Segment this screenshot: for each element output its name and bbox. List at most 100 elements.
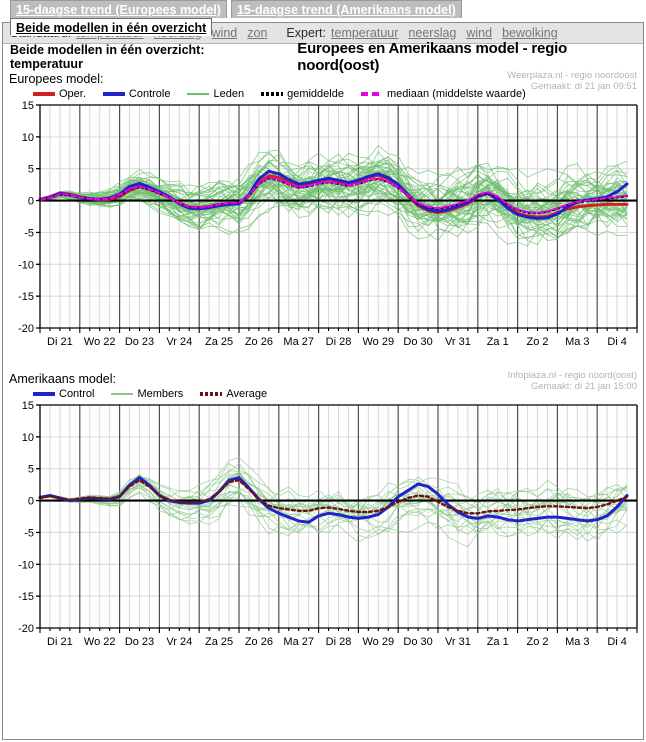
legend-label: Control: [59, 388, 95, 401]
y-tick-label: 0: [28, 496, 34, 508]
nav-standaard-wind[interactable]: wind: [211, 26, 238, 40]
page-subtitle: Beide modellen in één overzicht: tempera…: [10, 43, 205, 71]
legend-label: gemiddelde: [287, 88, 344, 101]
series-mediaan-middelste-waarde: [38, 176, 629, 214]
nav-expert-neerslag[interactable]: neerslag: [408, 26, 457, 40]
x-tick-label: Ma 27: [283, 336, 314, 348]
legend-swatch-icon: [102, 89, 125, 99]
y-tick-label: 0: [28, 196, 34, 208]
x-tick-label: Di 21: [47, 636, 73, 648]
x-tick-label: Do 23: [125, 336, 154, 348]
data-series: [38, 476, 629, 524]
x-tick-label: Vr 31: [445, 636, 471, 648]
legend-label: Members: [137, 388, 184, 401]
legend-item-leden: Leden: [187, 88, 244, 100]
content-frame: Standaard:temperatuurneerslagwindzonExpe…: [2, 22, 644, 740]
x-tick-label: Do 23: [125, 636, 154, 648]
nav-expert-bewolking[interactable]: bewolking: [502, 26, 558, 40]
x-tick-label: Zo 2: [526, 336, 548, 348]
series-average: [38, 479, 629, 515]
legend-swatch-icon: [33, 89, 55, 99]
chart-amerikaans-watermark: Infoplaza.nl - regio noord(oost) Gemaakt…: [508, 370, 637, 392]
title-row: Beide modellen in één overzicht: tempera…: [3, 40, 643, 74]
chart-europees-legend: Oper. Controle Leden gemiddelde mediaan (mid…: [33, 88, 543, 100]
x-tick-label: Di 4: [607, 336, 627, 348]
legend-item-control: Control: [33, 388, 94, 400]
x-tick-label: Di 4: [607, 636, 627, 648]
chart-europees-watermark: Weerplaza.nl - regio noordoost Gemaakt: …: [507, 70, 637, 92]
tab-beide-modellen[interactable]: Beide modellen in één overzicht: [10, 18, 213, 36]
x-tick-label: Ma 3: [565, 636, 589, 648]
y-tick-label: -20: [18, 323, 34, 335]
nav-expert-wind[interactable]: wind: [466, 26, 493, 40]
legend-swatch-icon: [360, 89, 383, 99]
legend-swatch-icon: [187, 89, 210, 99]
x-tick-label: Wo 22: [84, 636, 116, 648]
legend-swatch-icon: [200, 389, 223, 399]
watermark-source: Weerplaza.nl - regio noordoost: [507, 70, 637, 81]
legend-swatch-icon: [33, 389, 55, 399]
chart-europees: Europees model: Weerplaza.nl - regio noo…: [3, 70, 643, 370]
tab-bar: 15-daagse trend (Europees model) 15-daags…: [0, 0, 646, 36]
legend-label: Oper.: [59, 88, 86, 101]
legend-item-controle: Controle: [102, 88, 171, 101]
x-tick-label: Wo 29: [363, 336, 395, 348]
legend-item-members: Members: [111, 388, 183, 400]
chart-amerikaans-label: Amerikaans model:: [9, 372, 116, 386]
legend-swatch-icon: [261, 89, 284, 99]
chart-amerikaans-legend: Control Members Average: [33, 388, 284, 400]
tab-15daagse-amerikaans[interactable]: 15-daagse trend (Amerikaans model): [230, 0, 462, 18]
x-tick-label: Ma 3: [565, 336, 589, 348]
legend-label: mediaan (middelste waarde): [386, 88, 526, 101]
y-tick-label: -5: [24, 527, 34, 539]
legend-swatch-icon: [111, 389, 134, 399]
series-control: [38, 476, 629, 524]
y-tick-label: 15: [22, 100, 34, 112]
y-tick-label: 10: [22, 432, 34, 444]
y-tick-label: -5: [24, 227, 34, 239]
legend-item-gemiddelde: gemiddelde: [261, 88, 344, 100]
nav-expert-temperatuur[interactable]: temperatuur: [331, 26, 399, 40]
x-tick-label: Zo 2: [526, 636, 548, 648]
x-tick-label: Vr 31: [445, 336, 471, 348]
x-tick-label: Ma 27: [283, 636, 314, 648]
x-tick-label: Di 21: [47, 336, 73, 348]
legend-item-mediaan-middelste-waarde: mediaan (middelste waarde): [360, 88, 526, 101]
nav-standaard-zon[interactable]: zon: [247, 26, 268, 40]
series-controle: [38, 169, 629, 220]
x-tick-label: Do 30: [403, 636, 432, 648]
tab-15daagse-europees[interactable]: 15-daagse trend (Europees model): [10, 0, 227, 18]
y-tick-label: -15: [18, 591, 34, 603]
y-tick-label: -10: [18, 559, 34, 571]
x-tick-label: Zo 26: [245, 336, 273, 348]
x-tick-label: Wo 22: [84, 336, 116, 348]
legend-label: Controle: [128, 88, 171, 101]
y-tick-label: -20: [18, 623, 34, 635]
chart-europees-plot: 15 10 5 0 -5 -10 -15 -20 Di 21 Wo 22 Do 23 Vr 24 Za …: [18, 100, 638, 348]
x-tick-label: Wo 29: [363, 636, 395, 648]
legend-item-average: Average: [200, 388, 267, 400]
chart-amerikaans-plot: 15 10 5 0 -5 -10 -15 -20 Di 21 Wo 22 Do 23 Vr 24 Za …: [18, 400, 638, 648]
x-tick-label: Za 1: [487, 336, 509, 348]
legend-item-oper: Oper.: [33, 88, 86, 100]
chart-amerikaans: Amerikaans model: Infoplaza.nl - regio n…: [3, 370, 643, 670]
watermark-timestamp: Gemaakt: di 21 jan 15:00: [530, 381, 637, 392]
x-tick-label: Za 25: [205, 636, 233, 648]
y-tick-label: 10: [22, 132, 34, 144]
data-series: [38, 169, 629, 220]
y-tick-label: 5: [28, 164, 34, 176]
x-tick-label: Di 28: [326, 636, 352, 648]
watermark-timestamp: Gemaakt: di 21 jan 09:51: [530, 81, 637, 92]
x-tick-label: Vr 24: [166, 636, 192, 648]
x-tick-label: Do 30: [403, 336, 432, 348]
legend-label: Average: [226, 388, 268, 401]
watermark-source: Infoplaza.nl - regio noord(oost): [507, 370, 637, 381]
x-tick-label: Vr 24: [166, 336, 192, 348]
y-tick-label: -10: [18, 259, 34, 271]
x-tick-label: Za 1: [487, 636, 509, 648]
legend-label: Leden: [213, 88, 245, 101]
x-tick-label: Di 28: [326, 336, 352, 348]
expert-label: Expert:: [286, 26, 327, 40]
page-title: Europees en Amerikaans model - regio noo…: [297, 40, 568, 74]
